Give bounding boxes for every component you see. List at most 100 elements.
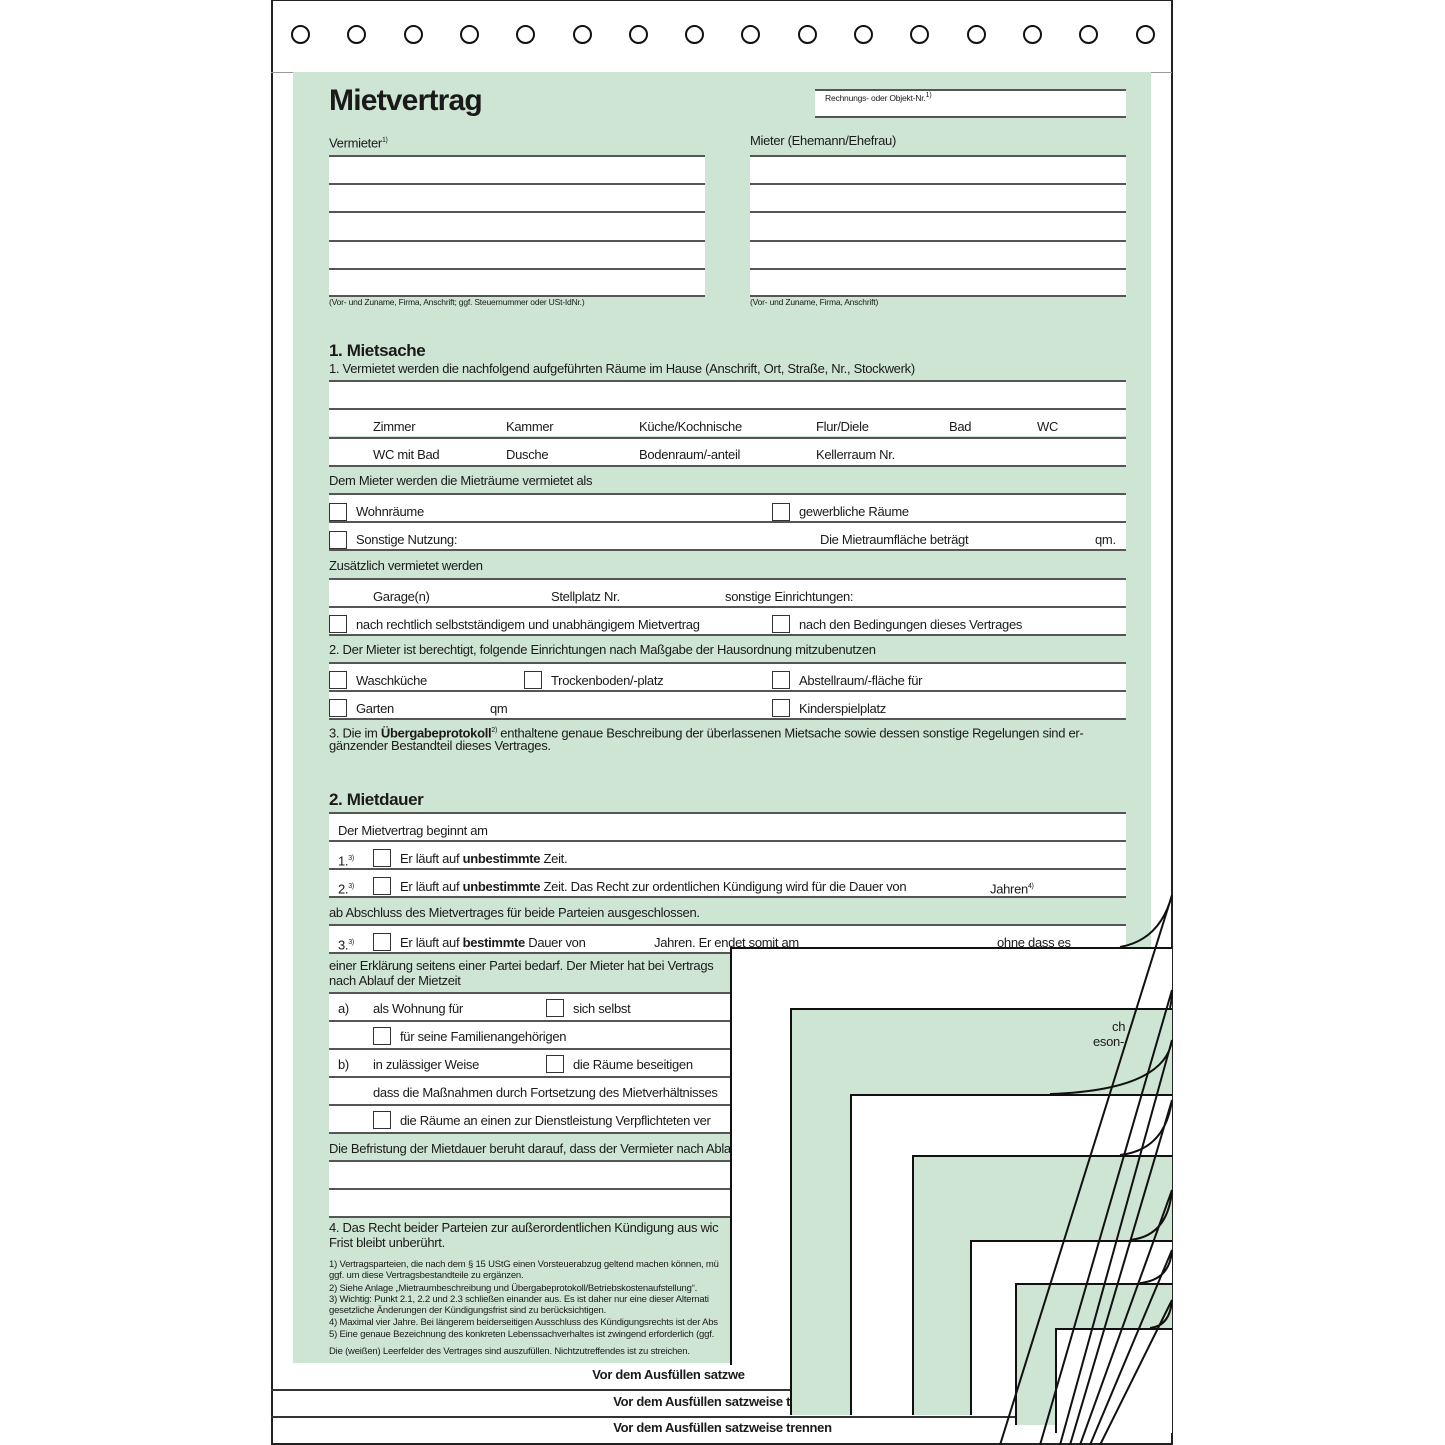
form-row[interactable] xyxy=(329,521,1126,549)
footnote: ggf. um diese Vertragsbestandteile zu er… xyxy=(329,1270,524,1281)
option-2-number: 2.3) xyxy=(338,881,354,897)
checkbox-beseitigen[interactable] xyxy=(546,1055,564,1073)
binding-hole xyxy=(854,25,873,44)
label-dienstleistung: die Räume an einen zur Dienstleistung Ve… xyxy=(400,1113,711,1128)
mieter-field-line[interactable] xyxy=(750,155,1126,184)
checkbox-trockenboden[interactable] xyxy=(524,671,542,689)
form-row[interactable] xyxy=(329,578,1126,606)
binding-hole xyxy=(1135,25,1155,44)
vermieter-field-line[interactable] xyxy=(329,239,705,269)
binding-hole xyxy=(572,25,592,44)
room-dusche: Dusche xyxy=(506,447,549,462)
row-divider xyxy=(329,1132,1126,1134)
mieter-field-line[interactable] xyxy=(750,239,1126,269)
vermieter-field-line[interactable] xyxy=(329,155,705,184)
binding-hole xyxy=(516,25,536,44)
mieter-field-line[interactable] xyxy=(750,183,1126,213)
form-row[interactable] xyxy=(329,408,1126,436)
form-row[interactable] xyxy=(329,606,1126,634)
label-gewerblich: gewerbliche Räume xyxy=(799,504,909,519)
row-divider xyxy=(329,465,1126,467)
binding-hole xyxy=(403,25,423,44)
checkbox-garten[interactable] xyxy=(329,699,347,717)
label-trockenboden: Trockenboden/-platz xyxy=(551,673,664,688)
checkbox-kinderspielplatz[interactable] xyxy=(772,699,790,717)
row-divider xyxy=(329,549,1126,551)
checkbox-bestimmt[interactable] xyxy=(373,933,391,951)
checkbox-unbestimmt[interactable] xyxy=(373,849,391,867)
kuendigung-text-2: Frist bleibt unberührt. xyxy=(329,1235,445,1250)
form-row[interactable] xyxy=(329,840,1126,868)
label-flaeche: Die Mietraumfläche beträgt xyxy=(820,532,969,547)
label-familie: für seine Familienangehörigen xyxy=(400,1029,567,1044)
form-row[interactable] xyxy=(329,437,1126,465)
checkbox-bedingungen[interactable] xyxy=(772,615,790,633)
label-kinderspielplatz: Kinderspielplatz xyxy=(799,701,886,716)
binding-hole xyxy=(628,25,648,44)
binding-hole xyxy=(1022,25,1042,44)
room-bad: Bad xyxy=(949,419,972,434)
label-sich-selbst: sich selbst xyxy=(573,1001,631,1016)
zusaetzlich-label: Zusätzlich vermietet werden xyxy=(329,558,483,573)
checkbox-selbststaendig[interactable] xyxy=(329,615,347,633)
befristung-text: Die Befristung der Mietdauer beruht dara… xyxy=(329,1141,731,1156)
binding-hole xyxy=(910,25,930,44)
footnote: gesetzliche Änderungen der Kündigungsfri… xyxy=(329,1305,607,1316)
label-sonstige: Sonstige Nutzung: xyxy=(356,532,458,547)
checkbox-sich-selbst[interactable] xyxy=(546,999,564,1017)
vermieter-field-line[interactable] xyxy=(329,211,705,241)
vermieter-field-line[interactable] xyxy=(329,267,705,297)
form-row[interactable] xyxy=(329,380,1126,408)
form-row[interactable] xyxy=(329,662,1126,690)
vermieter-caption: (Vor- und Zuname, Firma, Anschrift; ggf.… xyxy=(329,297,585,307)
label-garten-qm: qm xyxy=(490,701,508,716)
form-row[interactable] xyxy=(329,868,1126,896)
mietsache-intro: 1. Vermietet werden die nachfolgend aufg… xyxy=(329,361,915,376)
checkbox-familie[interactable] xyxy=(373,1027,391,1045)
room-wc: WC xyxy=(1037,419,1059,434)
erklaerung-text-2: nach Ablauf der Mietzeit xyxy=(329,973,461,988)
label-unbestimmt-ausschluss: Er läuft auf unbestimmte Zeit. Das Recht… xyxy=(400,879,907,894)
checkbox-waschkueche[interactable] xyxy=(329,671,347,689)
label-bestimmt: Er läuft auf bestimmte Dauer von xyxy=(400,935,586,950)
mieter-caption: (Vor- und Zuname, Firma, Anschrift) xyxy=(750,297,879,307)
vermieter-field-line[interactable] xyxy=(329,183,705,213)
form-row[interactable] xyxy=(329,812,1126,840)
form-row[interactable] xyxy=(329,690,1126,718)
binding-hole xyxy=(1079,25,1099,44)
room-flur: Flur/Diele xyxy=(816,419,869,434)
label-qm: qm. xyxy=(1095,532,1116,547)
binding-hole xyxy=(685,25,705,44)
label-b: b) xyxy=(338,1057,349,1072)
separator-line xyxy=(271,1389,1172,1391)
label-ohne-dass: ohne dass es xyxy=(997,935,1071,950)
row-divider xyxy=(329,634,1126,636)
form-row[interactable] xyxy=(329,493,1126,521)
binding-hole xyxy=(347,25,367,44)
label-garten: Garten xyxy=(356,701,394,716)
copy-sheet-7 xyxy=(1055,1328,1172,1433)
checkbox-wohnraeume[interactable] xyxy=(329,503,347,521)
room-kammer: Kammer xyxy=(506,419,554,434)
mieter-field-line[interactable] xyxy=(750,267,1126,297)
form-pad xyxy=(271,0,1173,1445)
kuendigung-text: 4. Das Recht beider Parteien zur außeror… xyxy=(329,1220,719,1235)
checkbox-unbestimmt-ausschluss[interactable] xyxy=(373,877,391,895)
checkbox-dienstleistung[interactable] xyxy=(373,1111,391,1129)
room-kueche: Küche/Kochnische xyxy=(639,419,742,434)
section-mietdauer-heading: 2. Mietdauer xyxy=(329,790,424,809)
checkbox-gewerblich[interactable] xyxy=(772,503,790,521)
label-endet: Jahren. Er endet somit am xyxy=(654,935,799,950)
checkbox-sonstige[interactable] xyxy=(329,531,347,549)
label-als-wohnung: als Wohnung für xyxy=(373,1001,463,1016)
option-3-number: 3.3) xyxy=(338,937,354,953)
objekt-nr-field[interactable] xyxy=(815,89,1126,118)
uebergabe-text: 3. Die im Übergabeprotokoll2) enthaltene… xyxy=(329,725,1084,741)
room-wc-bad: WC mit Bad xyxy=(373,447,440,462)
checkbox-abstellraum[interactable] xyxy=(772,671,790,689)
mieter-field-line[interactable] xyxy=(750,211,1126,241)
footnote: 2) Siehe Anlage „Mietraumbeschreibung un… xyxy=(329,1283,698,1294)
label-waschkueche: Waschküche xyxy=(356,673,427,688)
footnote: Die (weißen) Leerfelder des Vertrages si… xyxy=(329,1346,690,1357)
label-unbestimmt: Er läuft auf unbestimmte Zeit. xyxy=(400,851,568,866)
